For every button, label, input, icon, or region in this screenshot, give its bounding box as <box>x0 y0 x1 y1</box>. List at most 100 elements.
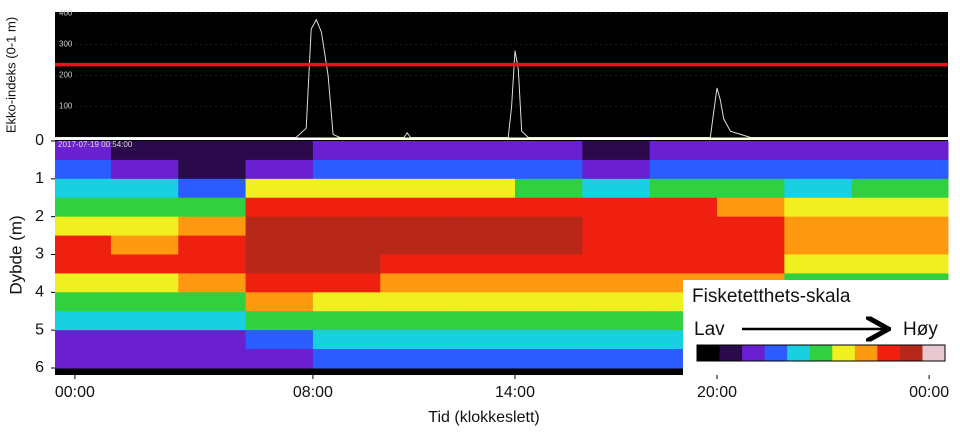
heat-cell <box>649 235 718 255</box>
heat-cell <box>312 197 381 218</box>
heat-cell <box>514 159 583 180</box>
heat-cell <box>245 273 314 293</box>
heat-cell <box>582 235 651 255</box>
heat-cell <box>649 159 718 180</box>
legend: Fisketetthets-skala Lav Høy <box>683 280 956 376</box>
heat-cell <box>582 311 651 331</box>
heat-cell <box>784 178 853 199</box>
colorbar-swatch <box>742 345 766 361</box>
heat-cell <box>447 292 516 312</box>
colorbar-swatch <box>809 345 833 361</box>
heat-cell <box>380 292 449 312</box>
legend-high: Høy <box>903 319 938 340</box>
heat-cell <box>851 141 949 161</box>
heat-cell <box>245 216 314 237</box>
heat-cell <box>245 141 314 161</box>
heat-cell <box>447 235 516 255</box>
colorbar <box>696 344 946 362</box>
heat-cell <box>514 216 583 237</box>
x-tick-label: 00:00 <box>55 384 95 401</box>
legend-title: Fisketetthets-skala <box>692 286 851 307</box>
y-tick-label: 2 <box>35 208 44 225</box>
heat-cell <box>514 273 583 293</box>
heat-cell <box>717 235 785 255</box>
heat-cell <box>312 216 381 237</box>
heat-cell <box>380 254 449 274</box>
heat-cell <box>380 330 449 350</box>
heat-cell <box>312 349 381 369</box>
timestamp: 2017-07-19 00:54:00 <box>58 140 133 149</box>
heat-cell <box>55 141 112 161</box>
heat-cell <box>717 216 785 237</box>
heat-cell <box>514 178 583 199</box>
heat-cell <box>582 178 651 199</box>
heat-cell <box>649 254 718 274</box>
heat-cell <box>55 178 112 199</box>
depth-y-label: Dybde (m) <box>6 215 25 294</box>
colorbar-swatch <box>922 345 946 361</box>
heat-cell <box>55 292 112 312</box>
heat-cell <box>55 216 112 237</box>
heat-cell <box>514 197 583 218</box>
heat-cell <box>312 254 381 274</box>
y-tick-label: 400 <box>59 9 73 18</box>
heat-cell <box>582 273 651 293</box>
y-tick-label: 1 <box>35 170 44 187</box>
heat-cell <box>178 292 247 312</box>
heat-cell <box>380 159 449 180</box>
heat-cell <box>110 273 179 293</box>
heat-cell <box>312 178 381 199</box>
colorbar-swatch <box>719 345 743 361</box>
heat-cell <box>582 292 651 312</box>
heat-cell <box>245 178 314 199</box>
heat-cell <box>110 159 179 180</box>
heat-cell <box>380 141 449 161</box>
heat-cell <box>110 254 179 274</box>
heat-cell <box>178 330 247 350</box>
colorbar-swatch <box>787 345 811 361</box>
heat-cell <box>312 273 381 293</box>
heat-cell <box>312 159 381 180</box>
heat-cell <box>110 235 179 255</box>
heat-cell <box>245 254 314 274</box>
x-tick-label: 20:00 <box>697 384 737 401</box>
y-tick-label: 3 <box>35 246 44 263</box>
heat-cell <box>380 311 449 331</box>
heat-cell <box>784 159 853 180</box>
x-tick-label: 08:00 <box>293 384 333 401</box>
heat-cell <box>447 330 516 350</box>
heat-cell <box>178 159 247 180</box>
heat-cell <box>784 216 853 237</box>
heat-cell <box>380 178 449 199</box>
heat-cell <box>178 178 247 199</box>
heat-cell <box>851 254 949 274</box>
heat-cell <box>851 235 949 255</box>
heat-cell <box>245 159 314 180</box>
heat-cell <box>447 254 516 274</box>
heat-cell <box>851 216 949 237</box>
heat-cell <box>178 235 247 255</box>
y-tick-label: 300 <box>59 40 73 49</box>
heat-cell <box>55 159 112 180</box>
heat-cell <box>582 216 651 237</box>
heat-cell <box>851 197 949 218</box>
heat-cell <box>178 216 247 237</box>
heat-cell <box>514 254 583 274</box>
heat-cell <box>447 311 516 331</box>
heat-cell <box>582 254 651 274</box>
heat-cell <box>514 292 583 312</box>
heat-cell <box>245 349 314 369</box>
heat-cell <box>851 159 949 180</box>
heat-cell <box>312 330 381 350</box>
heat-cell <box>55 311 112 331</box>
heat-cell <box>178 141 247 161</box>
heat-cell <box>55 235 112 255</box>
heat-cell <box>312 292 381 312</box>
heat-cell <box>312 141 381 161</box>
y-tick-label: 4 <box>35 284 44 301</box>
y-tick-label: 5 <box>35 321 44 338</box>
heat-cell <box>55 349 112 369</box>
heat-cell <box>245 197 314 218</box>
y-tick-label: 100 <box>59 102 73 111</box>
y-tick-label: 6 <box>35 359 44 376</box>
